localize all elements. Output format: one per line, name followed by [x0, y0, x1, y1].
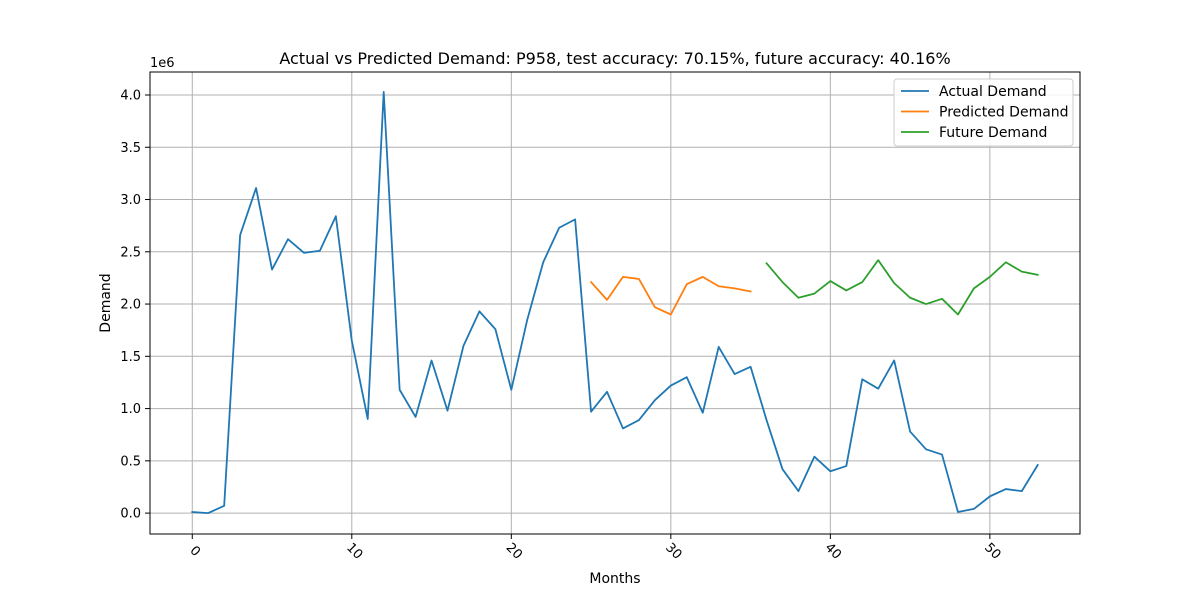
y-tick-label: 3.5 [120, 141, 141, 156]
chart-title: Actual vs Predicted Demand: P958, test a… [279, 49, 950, 68]
y-tick-label: 1.5 [120, 350, 141, 365]
y-tick-label: 2.5 [120, 245, 141, 260]
y-tick-label: 2.0 [120, 298, 141, 313]
y-tick-label: 1.0 [120, 402, 141, 417]
legend-box [893, 78, 1074, 147]
legend-entry: Actual Demand [939, 84, 1047, 100]
plot-frame [149, 71, 1081, 535]
series-line-future-demand [765, 259, 1039, 316]
legend-entry: Future Demand [939, 125, 1047, 141]
y-tick-label: 0.5 [120, 454, 141, 469]
y-axis-label: Demand [98, 273, 114, 332]
series-lines [191, 90, 1039, 514]
y-tick-label: 3.0 [120, 193, 141, 208]
legend-entry: Predicted Demand [939, 105, 1069, 121]
y-axis-ticks: 0.0 0.5 1.0 1.5 2.0 2.5 3.0 3.5 4.0 [120, 88, 150, 522]
y-tick-label: 0.0 [120, 507, 141, 522]
legend: Actual Demand Predicted Demand Future Dema… [893, 78, 1074, 147]
y-scale-offset-label: 1e6 [150, 56, 175, 71]
y-tick-label: 4.0 [120, 88, 141, 103]
series-line-predicted-demand [589, 275, 752, 316]
x-axis-label: Months [589, 571, 640, 587]
series-line-actual-demand [191, 90, 1039, 514]
